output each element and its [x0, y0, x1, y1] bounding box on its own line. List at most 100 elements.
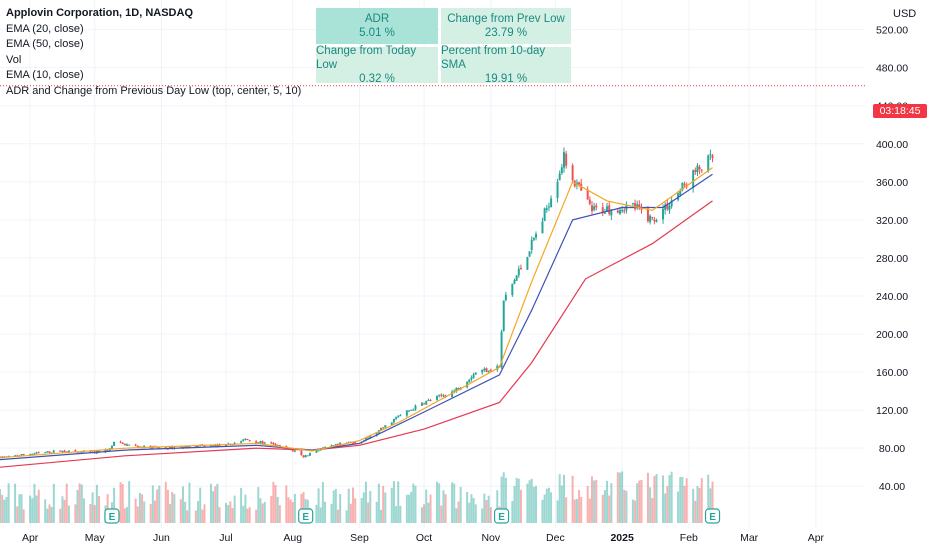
- candle-body: [472, 374, 475, 379]
- volume-bar: [638, 480, 641, 523]
- volume-bar: [459, 486, 462, 523]
- volume-bar: [82, 498, 85, 523]
- volume-bar: [18, 494, 21, 523]
- volume-bar: [285, 485, 288, 523]
- candle-body: [324, 446, 327, 449]
- candle-body: [242, 439, 245, 441]
- candle-body: [668, 205, 671, 211]
- volume-bar: [442, 490, 445, 523]
- candle-body: [186, 446, 189, 449]
- candle-body: [395, 416, 398, 419]
- volume-bar: [113, 487, 116, 523]
- volume-bar: [601, 494, 604, 523]
- volume-bar: [197, 501, 200, 523]
- time-tick-label: Jul: [219, 532, 232, 544]
- price-tick-label: 120.00: [876, 405, 908, 417]
- volume-bar: [119, 482, 122, 523]
- volume-bar: [218, 507, 221, 523]
- volume-bar: [231, 508, 234, 523]
- indicator-vol[interactable]: Vol: [6, 53, 22, 66]
- volume-bar: [517, 478, 520, 523]
- candle-body: [244, 438, 247, 440]
- candle-body: [317, 450, 320, 452]
- volume-bar: [651, 497, 654, 523]
- volume-bar: [126, 506, 129, 523]
- candle-body: [158, 447, 161, 449]
- volume-bar: [384, 492, 387, 523]
- candle-body: [681, 182, 684, 191]
- candle-body: [408, 410, 411, 412]
- volume-bar: [586, 485, 589, 523]
- candle-body: [515, 275, 518, 281]
- countdown-badge: 03:18:45: [873, 104, 927, 118]
- earnings-badge: [493, 508, 510, 524]
- indicator-ema50[interactable]: EMA (50, close): [6, 38, 84, 50]
- candle-body: [631, 203, 634, 205]
- candle-body: [455, 387, 458, 392]
- indicator-ema10[interactable]: EMA (10, close): [6, 69, 84, 81]
- candle-body: [565, 153, 568, 166]
- volume-bar: [545, 488, 548, 523]
- candle-body: [52, 450, 55, 453]
- candle-body: [240, 441, 243, 443]
- candle-body: [194, 445, 197, 448]
- volume-bar: [156, 489, 159, 523]
- indicator-ema20[interactable]: EMA (20, close): [6, 22, 84, 35]
- candle-body: [384, 425, 387, 428]
- volume-bar: [580, 497, 583, 523]
- candle-body: [655, 220, 658, 223]
- volume-bar: [330, 503, 333, 523]
- volume-bar: [153, 500, 156, 523]
- volume-bar: [692, 488, 695, 523]
- volume-bar: [50, 506, 53, 523]
- volume-bar: [362, 492, 365, 523]
- volume-bar: [360, 498, 363, 523]
- candle-body: [20, 454, 23, 456]
- volume-bar: [48, 504, 51, 523]
- volume-bar: [169, 503, 172, 523]
- candle-body: [634, 203, 637, 209]
- candle-body: [623, 210, 626, 212]
- volume-bar: [700, 478, 703, 523]
- currency-label[interactable]: USD: [893, 8, 917, 20]
- volume-bar: [203, 504, 206, 523]
- candle-body: [679, 190, 682, 195]
- volume-bar: [29, 495, 32, 523]
- candle-body: [530, 239, 533, 250]
- candle-body: [164, 447, 167, 449]
- adr-value: 5.01 %: [359, 27, 395, 39]
- volume-bar: [78, 483, 81, 523]
- candle-body: [209, 445, 212, 447]
- volume-bar: [438, 483, 441, 523]
- candle-body: [653, 219, 656, 222]
- candle-body: [550, 198, 553, 208]
- indicator-adr[interactable]: ADR and Change from Previous Day Low (to…: [6, 84, 302, 97]
- time-tick-label: Nov: [481, 532, 500, 544]
- volume-bar: [134, 498, 137, 523]
- earnings-badge: [104, 508, 120, 524]
- candle-body: [545, 208, 548, 210]
- volume-bar: [0, 489, 1, 523]
- candle-body: [453, 390, 456, 392]
- candle-body: [354, 442, 357, 444]
- candle-body: [513, 280, 516, 284]
- adr-cell: ADR 5.01 %: [316, 8, 438, 44]
- candle-body: [46, 451, 49, 453]
- volume-bar: [649, 487, 652, 523]
- volume-bar: [560, 485, 563, 523]
- volume-bar: [427, 502, 430, 523]
- volume-bar: [242, 505, 245, 523]
- volume-bar: [7, 483, 10, 523]
- candle-body: [138, 446, 141, 448]
- volume-bar: [575, 498, 578, 523]
- earnings-badge: [298, 508, 314, 524]
- candle-body: [61, 450, 64, 452]
- candle-body: [571, 165, 574, 181]
- candle-body: [696, 165, 699, 173]
- volume-bar: [171, 491, 174, 523]
- volume-bar: [74, 504, 77, 523]
- volume-bar: [420, 507, 423, 523]
- candle-body: [666, 203, 669, 209]
- volume-bar: [91, 492, 94, 523]
